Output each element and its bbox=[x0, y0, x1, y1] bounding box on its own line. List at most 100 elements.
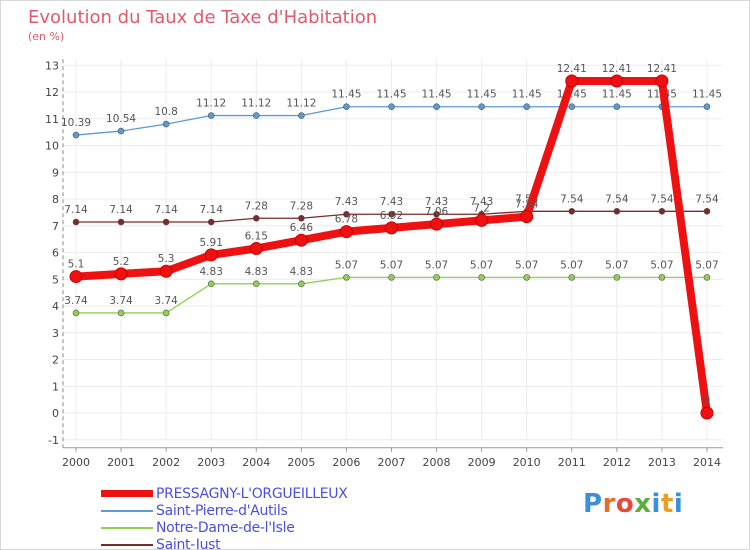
legend-swatch-saint-pierre bbox=[101, 510, 153, 512]
data-point bbox=[298, 112, 305, 119]
data-point bbox=[72, 131, 80, 139]
data-label: 5.2 bbox=[113, 256, 130, 268]
logo-letter: P bbox=[583, 489, 603, 519]
x-tick-label: 2003 bbox=[197, 456, 225, 469]
logo-letter: i bbox=[673, 489, 684, 519]
data-label: 7.06 bbox=[425, 206, 449, 218]
chart-title: Evolution du Taux de Taxe d'Habitation bbox=[28, 7, 378, 28]
data-label: 7.14 bbox=[64, 204, 88, 216]
data-point bbox=[298, 280, 305, 288]
data-point bbox=[294, 233, 308, 247]
data-point bbox=[568, 274, 576, 281]
data-label: 7.28 bbox=[290, 200, 313, 212]
data-point bbox=[655, 74, 669, 88]
data-point bbox=[207, 280, 215, 288]
data-label: 5.1 bbox=[68, 259, 85, 271]
data-label: 6.15 bbox=[245, 230, 268, 242]
y-tick-label: 1 bbox=[52, 380, 59, 393]
y-tick-label: 0 bbox=[52, 407, 59, 420]
data-label: 10.8 bbox=[154, 106, 177, 118]
data-label: 7.54 bbox=[605, 193, 629, 205]
data-point bbox=[252, 280, 260, 288]
data-point bbox=[433, 103, 440, 111]
logo-letter: t bbox=[660, 489, 674, 519]
data-point bbox=[388, 274, 395, 281]
y-tick-label: 3 bbox=[52, 327, 59, 340]
data-point bbox=[433, 274, 440, 281]
data-label: 6.46 bbox=[290, 222, 314, 234]
legend-swatch-pressagny bbox=[101, 490, 153, 497]
data-label: 11.45 bbox=[467, 89, 497, 101]
data-label: 6.92 bbox=[380, 210, 403, 222]
x-tick-label: 2006 bbox=[332, 456, 360, 469]
data-label: 5.91 bbox=[200, 237, 223, 249]
x-tick-label: 2004 bbox=[242, 456, 270, 469]
data-label: 4.83 bbox=[290, 266, 313, 278]
logo-letter: o bbox=[615, 489, 635, 519]
data-point bbox=[249, 241, 263, 255]
legend-label-pressagny: PRESSAGNY-L'ORGUEILLEUX bbox=[156, 486, 348, 502]
data-point bbox=[478, 103, 485, 111]
data-label: 5.07 bbox=[380, 259, 403, 271]
data-label: 10.39 bbox=[61, 117, 91, 129]
data-label: 7.34 bbox=[515, 199, 539, 211]
data-point bbox=[613, 208, 621, 215]
x-tick-label: 2011 bbox=[558, 456, 586, 469]
x-tick-label: 2005 bbox=[287, 456, 315, 469]
data-label: 11.45 bbox=[422, 89, 452, 101]
data-label: 5.3 bbox=[158, 253, 175, 265]
data-point bbox=[703, 208, 711, 215]
data-point bbox=[523, 274, 531, 281]
chart-subtitle: (en %) bbox=[28, 30, 65, 43]
data-point bbox=[700, 406, 714, 420]
proxiti-logo: Proxiti bbox=[583, 489, 683, 519]
data-point bbox=[658, 208, 666, 215]
data-point bbox=[520, 210, 534, 224]
data-label: 11.12 bbox=[196, 98, 226, 110]
y-tick-label: 8 bbox=[52, 193, 59, 206]
data-point bbox=[207, 112, 215, 119]
data-label: 7.2 bbox=[473, 202, 490, 214]
data-point bbox=[523, 103, 531, 111]
data-label: 7.14 bbox=[200, 204, 224, 216]
y-tick-label: 7 bbox=[52, 220, 59, 233]
data-point bbox=[565, 74, 579, 88]
data-label: 6.78 bbox=[335, 214, 358, 226]
data-point bbox=[114, 267, 128, 281]
y-tick-label: 10 bbox=[45, 140, 59, 153]
y-tick-label: 13 bbox=[45, 59, 59, 72]
data-point bbox=[117, 127, 125, 135]
data-point bbox=[568, 208, 576, 215]
data-label: 7.43 bbox=[335, 196, 358, 208]
data-point bbox=[388, 103, 395, 111]
y-tick-label: 12 bbox=[45, 86, 59, 99]
data-label: 11.45 bbox=[602, 89, 632, 101]
data-label: 7.14 bbox=[154, 204, 178, 216]
data-point bbox=[298, 214, 305, 222]
logo-letter: i bbox=[651, 489, 661, 519]
x-tick-label: 2000 bbox=[62, 456, 90, 469]
data-point bbox=[69, 270, 83, 284]
data-label: 7.43 bbox=[380, 196, 403, 208]
data-point bbox=[475, 213, 489, 227]
data-label: 12.41 bbox=[602, 63, 632, 75]
data-point bbox=[252, 214, 260, 222]
data-label: 0 bbox=[704, 395, 711, 407]
legend-label-saint-pierre: Saint-Pierre-d'Autils bbox=[156, 503, 288, 519]
data-point bbox=[610, 74, 624, 88]
data-label: 7.14 bbox=[109, 204, 133, 216]
x-tick-label: 2014 bbox=[693, 456, 721, 469]
x-tick-label: 2007 bbox=[377, 456, 405, 469]
data-label: 11.45 bbox=[376, 89, 406, 101]
data-point bbox=[478, 274, 485, 281]
data-label: 7.43 bbox=[425, 196, 448, 208]
data-label: 12.41 bbox=[557, 63, 587, 75]
data-label: 11.12 bbox=[241, 98, 271, 110]
data-point bbox=[384, 221, 398, 235]
x-tick-label: 2002 bbox=[152, 456, 180, 469]
data-point bbox=[117, 218, 125, 226]
data-label: 5.07 bbox=[470, 259, 493, 271]
data-point bbox=[72, 309, 80, 317]
